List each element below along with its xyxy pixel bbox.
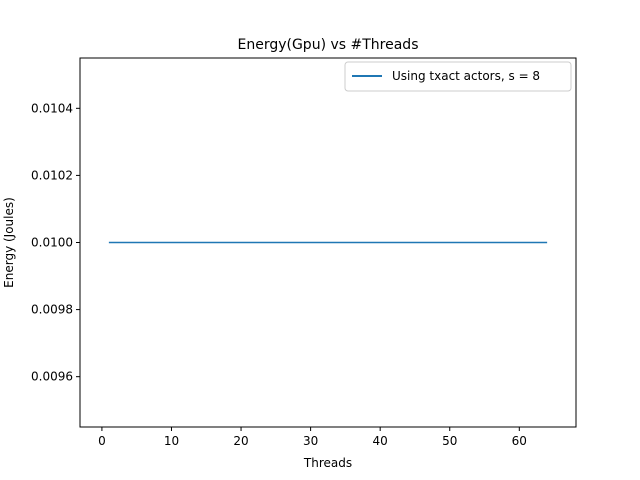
x-tick-label: 10	[164, 434, 179, 448]
y-tick-label: 0.0096	[31, 370, 73, 384]
x-tick-label: 50	[442, 434, 457, 448]
x-tick-label: 30	[303, 434, 318, 448]
chart-title: Energy(Gpu) vs #Threads	[237, 37, 418, 53]
x-tick-label: 60	[512, 434, 527, 448]
x-axis-ticks: 0 10 20 30 40 50 60	[98, 427, 527, 448]
x-tick-label: 0	[98, 434, 106, 448]
y-axis-label: Energy (Joules)	[2, 197, 16, 288]
x-tick-label: 20	[233, 434, 248, 448]
y-tick-label: 0.0104	[31, 101, 73, 115]
y-tick-label: 0.0100	[31, 236, 73, 250]
x-tick-label: 40	[373, 434, 388, 448]
y-tick-label: 0.0102	[31, 168, 73, 182]
legend-box	[344, 61, 572, 92]
legend-label: Using txact actors, s = 8	[392, 69, 540, 83]
x-axis-label: Threads	[303, 456, 352, 470]
legend: Using txact actors, s = 8	[344, 61, 572, 92]
y-tick-label: 0.0098	[31, 303, 73, 317]
y-axis-ticks: 0.0096 0.0098 0.0100 0.0102 0.0104	[31, 101, 80, 384]
